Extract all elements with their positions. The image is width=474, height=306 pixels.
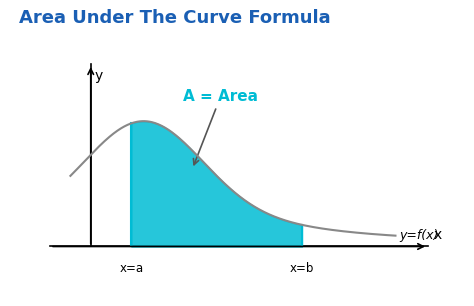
Text: x: x xyxy=(434,228,442,242)
Text: A = Area: A = Area xyxy=(183,89,258,165)
Text: Area Under The Curve Formula: Area Under The Curve Formula xyxy=(19,9,330,27)
Text: y=f(x): y=f(x) xyxy=(400,229,439,242)
Text: y: y xyxy=(95,69,103,83)
Text: x=a: x=a xyxy=(119,263,144,275)
Text: x=b: x=b xyxy=(290,263,314,275)
